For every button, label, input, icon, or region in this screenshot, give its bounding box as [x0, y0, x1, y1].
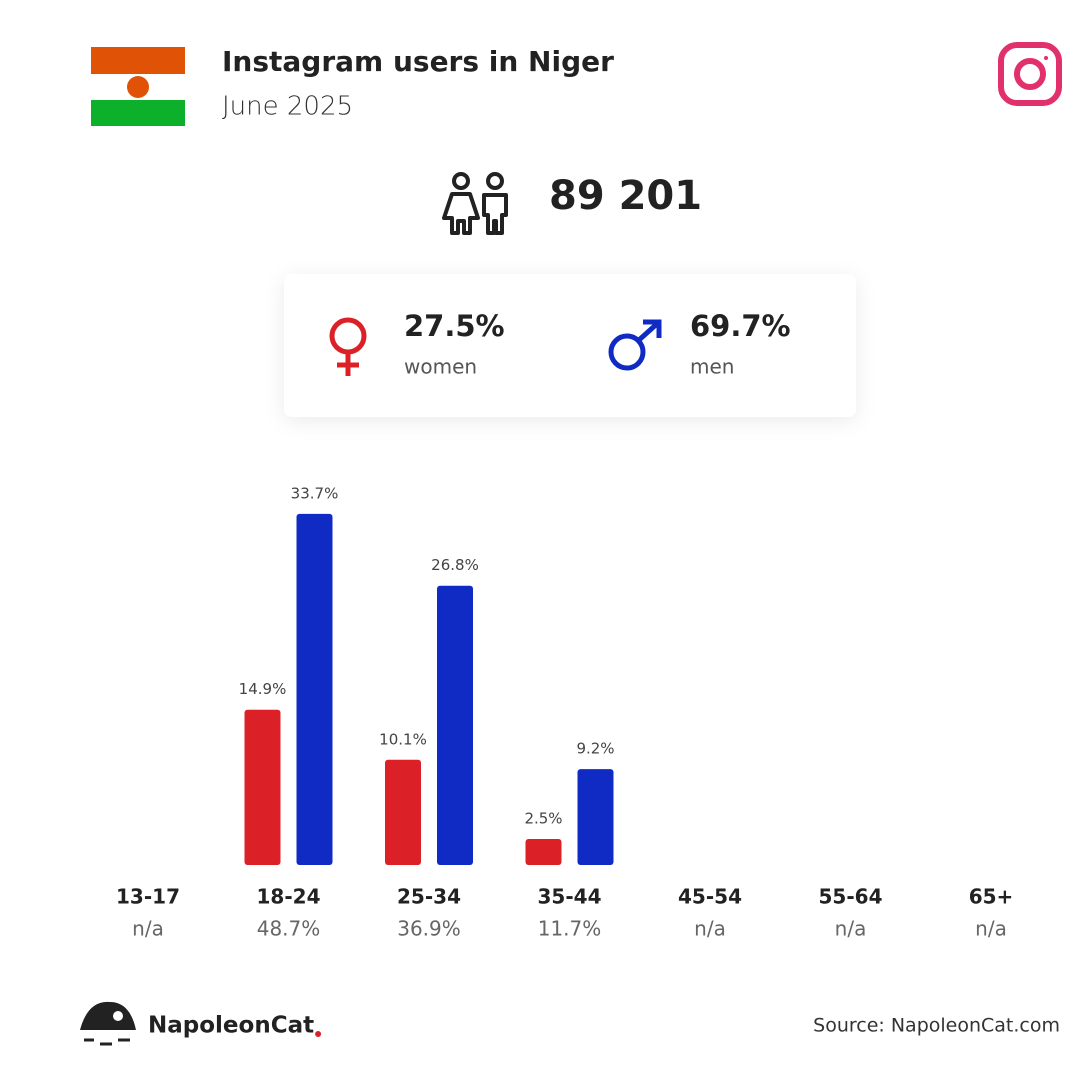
female-symbol — [329, 317, 367, 376]
source: Source: NapoleonCat.com — [813, 1015, 1060, 1037]
category-label: 65+ — [969, 885, 1014, 909]
bar — [244, 709, 281, 865]
gender-card — [284, 274, 856, 417]
bar — [437, 585, 473, 865]
bar — [385, 759, 421, 865]
brand-dot — [315, 1031, 322, 1037]
value-label: 2.5% — [524, 809, 562, 827]
category-label: 13-17 — [116, 885, 180, 909]
category-total: n/a — [835, 917, 867, 941]
value-label: 10.1% — [379, 730, 427, 748]
category-label: 35-44 — [538, 885, 602, 909]
age-chart: 13-17 n/a 18-24 48.7% 14.9% 33.7% 25-34 36.9% 10… — [116, 484, 1013, 940]
category-label: 45-54 — [678, 885, 742, 909]
people-icon — [442, 172, 508, 235]
men-label: men — [690, 355, 734, 379]
category-total: n/a — [132, 917, 164, 941]
brand: NapoleonCat — [148, 1013, 314, 1039]
category-total: 11.7% — [538, 917, 602, 941]
logo-icon — [80, 1001, 136, 1046]
bar — [296, 513, 333, 865]
instagram-icon — [998, 42, 1062, 106]
men-share: 69.7% — [690, 309, 791, 343]
value-label: 9.2% — [576, 740, 614, 758]
category-label: 25-34 — [397, 885, 461, 909]
category-total: 48.7% — [257, 917, 321, 941]
women-share: 27.5% — [404, 309, 505, 343]
category-total: n/a — [694, 917, 726, 941]
male-symbol — [608, 319, 662, 371]
category-label: 18-24 — [257, 885, 321, 909]
category-total: 36.9% — [397, 917, 461, 941]
bar — [525, 838, 562, 865]
value-label: 14.9% — [239, 680, 287, 698]
category-label: 55-64 — [819, 885, 883, 909]
flag — [91, 47, 185, 126]
value-label: 33.7% — [291, 484, 339, 502]
category-total: n/a — [975, 917, 1007, 941]
total-users: 89 201 — [549, 173, 702, 219]
women-label: women — [404, 355, 477, 379]
bar — [577, 769, 614, 865]
subtitle: June 2025 — [222, 92, 353, 122]
title: Instagram users in Niger — [222, 45, 614, 78]
value-label: 26.8% — [431, 556, 479, 574]
